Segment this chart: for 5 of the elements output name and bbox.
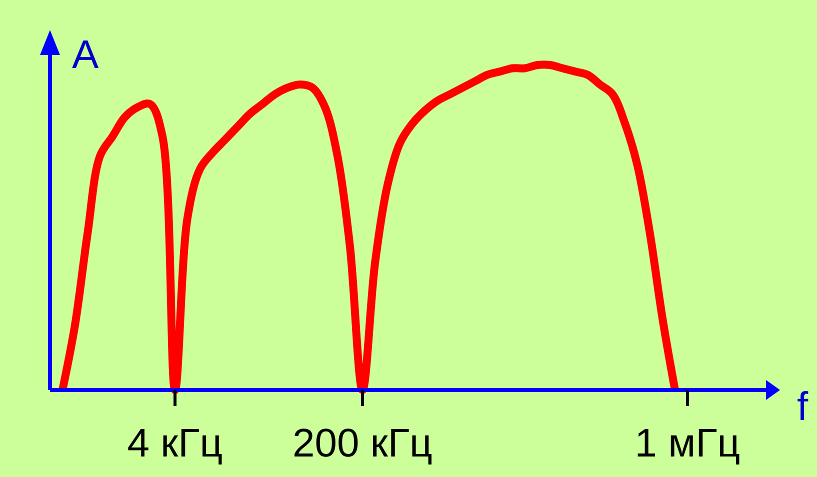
y-axis-title: A xyxy=(72,33,99,77)
x-tick-label: 200 кГц xyxy=(292,421,432,466)
x-tick-label: 1 мГц xyxy=(634,421,740,466)
x-tick-label: 4 кГц xyxy=(127,421,223,466)
x-axis-title: f xyxy=(797,385,809,429)
